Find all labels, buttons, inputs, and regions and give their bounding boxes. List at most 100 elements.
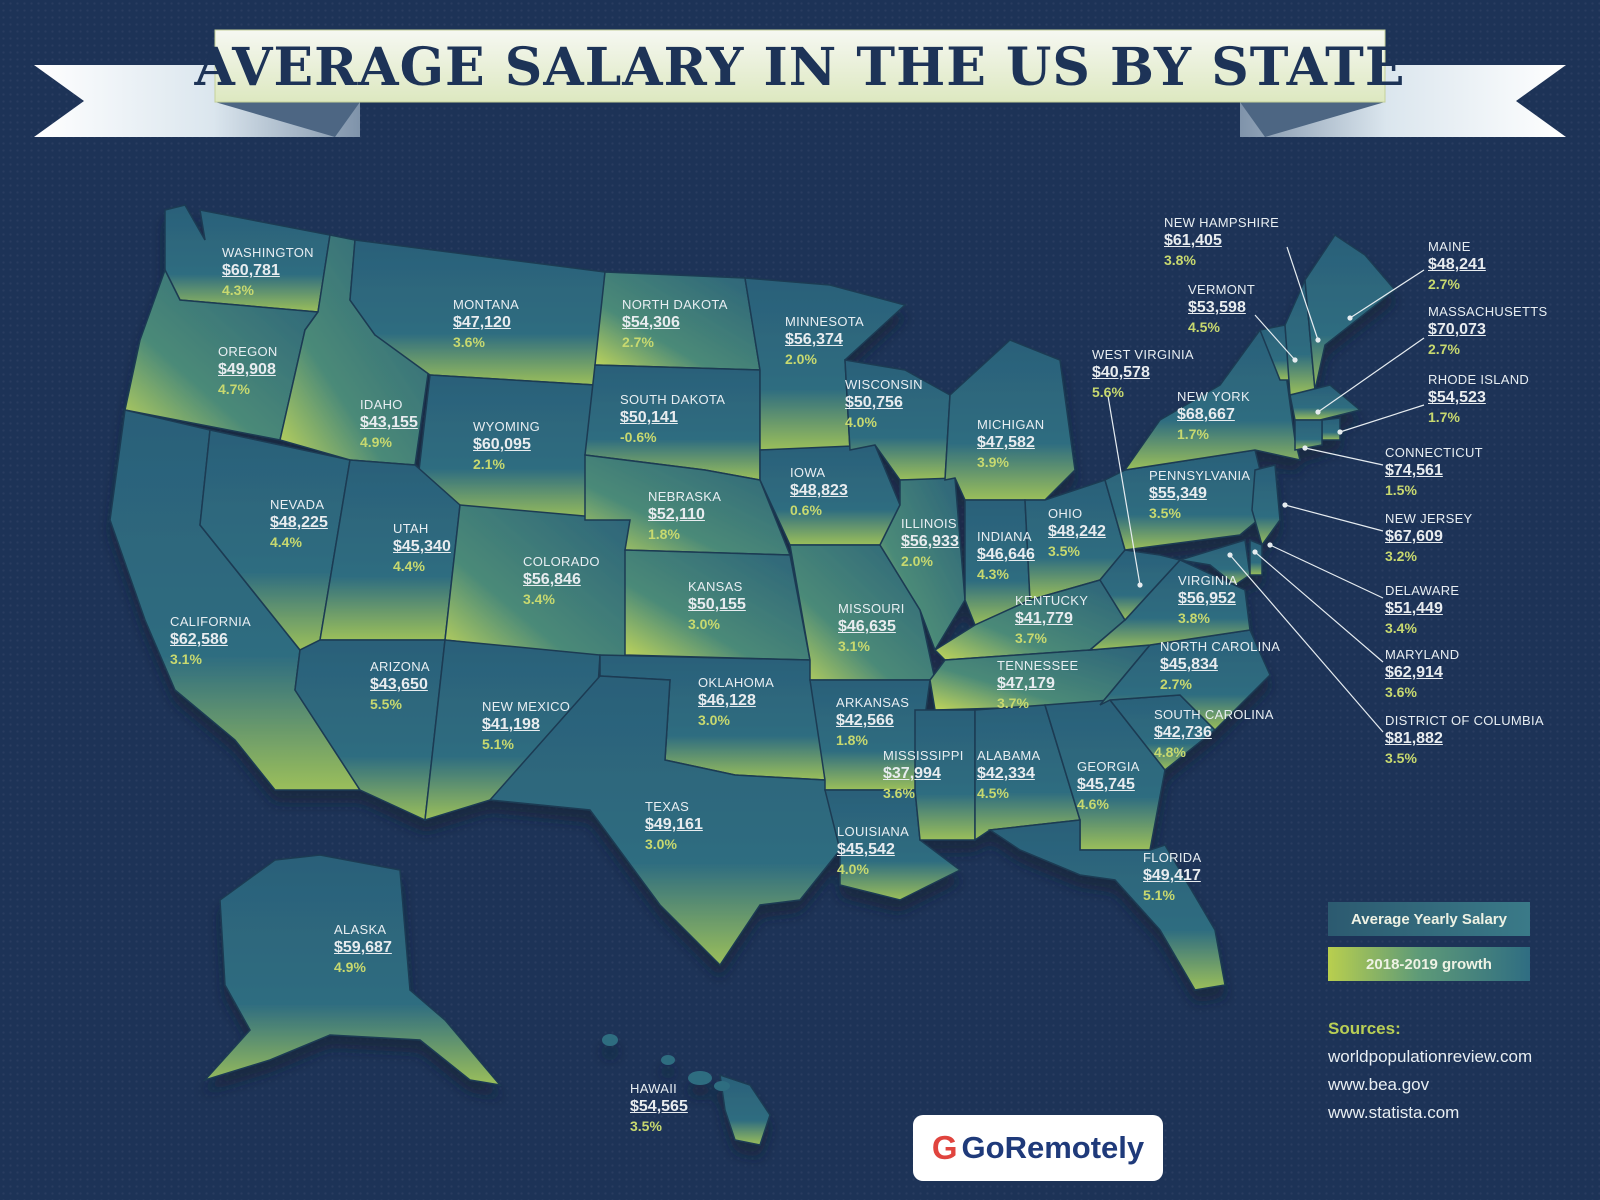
state-shape-maryland[interactable] bbox=[1179, 539, 1251, 586]
state-shape-delaware[interactable] bbox=[1249, 538, 1263, 576]
state-label-tennessee: TENNESSEE $47,179 3.7% bbox=[997, 659, 1078, 710]
state-name: MONTANA bbox=[453, 297, 520, 312]
state-growth: 4.0% bbox=[837, 861, 869, 877]
state-growth: 2.7% bbox=[1428, 341, 1460, 357]
state-label-nebraska: NEBRASKA $52,110 1.8% bbox=[648, 490, 721, 541]
state-name: ALASKA bbox=[334, 922, 387, 937]
state-name: VIRGINIA bbox=[1178, 573, 1238, 588]
state-salary: $48,225 bbox=[270, 514, 328, 531]
state-name: HAWAII bbox=[630, 1081, 678, 1096]
state-salary: $49,161 bbox=[645, 816, 703, 833]
state-name: ALABAMA bbox=[977, 748, 1041, 763]
state-shape-hawaii[interactable] bbox=[719, 1073, 771, 1146]
state-name: GEORGIA bbox=[1077, 759, 1140, 774]
state-label-wisconsin: WISCONSIN $50,756 4.0% bbox=[845, 378, 923, 429]
state-label-arizona: ARIZONA $43,650 5.5% bbox=[370, 660, 430, 711]
state-name: KANSAS bbox=[688, 579, 743, 594]
state-growth: 4.0% bbox=[845, 414, 877, 430]
leader-dot bbox=[1292, 357, 1298, 363]
state-growth: 4.7% bbox=[218, 381, 250, 397]
state-shape-alaska[interactable] bbox=[202, 854, 502, 1087]
leader-line bbox=[1284, 504, 1384, 532]
leader-line bbox=[1107, 395, 1141, 586]
state-name: ARIZONA bbox=[370, 659, 430, 674]
state-growth: 5.5% bbox=[370, 696, 402, 712]
state-label-missouri: MISSOURI $46,635 3.1% bbox=[838, 602, 905, 653]
state-shape-connecticut[interactable] bbox=[1294, 419, 1323, 451]
state-salary: $55,349 bbox=[1149, 485, 1207, 502]
goremotely-logo[interactable]: G GoRemotely bbox=[913, 1115, 1163, 1181]
state-label-kansas: KANSAS $50,155 3.0% bbox=[688, 580, 746, 631]
state-shape-massachusetts[interactable] bbox=[1289, 384, 1362, 421]
state-growth: 4.6% bbox=[1077, 796, 1109, 812]
state-growth: 2.7% bbox=[622, 334, 654, 350]
state-label-vermont: VERMONT $53,598 4.5% bbox=[1188, 283, 1255, 334]
leader-dot bbox=[1282, 502, 1288, 508]
state-growth: 3.0% bbox=[688, 616, 720, 632]
state-salary: $53,598 bbox=[1188, 299, 1246, 316]
source-link[interactable]: worldpopulationreview.com bbox=[1328, 1047, 1533, 1066]
state-growth: 4.5% bbox=[977, 785, 1009, 801]
state-name: MISSISSIPPI bbox=[883, 748, 964, 763]
leader-line bbox=[1229, 554, 1384, 733]
state-salary: $50,756 bbox=[845, 394, 903, 411]
state-growth: 0.6% bbox=[790, 502, 822, 518]
state-label-new-jersey: NEW JERSEY $67,609 3.2% bbox=[1385, 512, 1473, 563]
state-growth: 2.7% bbox=[1428, 276, 1460, 292]
leader-line bbox=[1317, 337, 1425, 413]
state-growth: 3.0% bbox=[645, 836, 677, 852]
state-growth: 3.8% bbox=[1164, 252, 1196, 268]
state-label-new-york: NEW YORK $68,667 1.7% bbox=[1177, 390, 1250, 441]
state-salary: $74,561 bbox=[1385, 462, 1443, 479]
state-shape-mississippi[interactable] bbox=[914, 709, 976, 841]
state-growth: 3.8% bbox=[1178, 610, 1210, 626]
state-salary: $45,745 bbox=[1077, 776, 1135, 793]
state-shape-maine[interactable] bbox=[1304, 233, 1397, 391]
state-label-delaware: DELAWARE $51,449 3.4% bbox=[1385, 584, 1459, 635]
state-name: OHIO bbox=[1048, 506, 1083, 521]
state-shape-florida[interactable] bbox=[987, 819, 1226, 991]
state-salary: $48,242 bbox=[1048, 523, 1106, 540]
state-growth: 2.0% bbox=[785, 351, 817, 367]
state-shape-illinois[interactable] bbox=[879, 477, 966, 652]
leader-dot bbox=[1337, 429, 1343, 435]
state-salary: $56,846 bbox=[523, 571, 581, 588]
state-growth: 3.9% bbox=[977, 454, 1009, 470]
state-label-pennsylvania: PENNSYLVANIA $55,349 3.5% bbox=[1149, 469, 1250, 520]
state-label-illinois: ILLINOIS $56,933 2.0% bbox=[901, 517, 959, 568]
state-label-indiana: INDIANA $46,646 4.3% bbox=[977, 530, 1035, 581]
state-label-north-dakota: NORTH DAKOTA $54,306 2.7% bbox=[622, 298, 728, 349]
state-salary: $40,578 bbox=[1092, 364, 1150, 381]
state-name: UTAH bbox=[393, 521, 429, 536]
state-name: WEST VIRGINIA bbox=[1092, 347, 1194, 362]
state-label-maryland: MARYLAND $62,914 3.6% bbox=[1385, 648, 1459, 699]
source-link[interactable]: www.bea.gov bbox=[1328, 1075, 1430, 1094]
state-shape-rhode-island[interactable] bbox=[1321, 417, 1341, 441]
state-growth: 4.3% bbox=[977, 566, 1009, 582]
state-shape-new-jersey[interactable] bbox=[1251, 464, 1281, 547]
state-name: LOUISIANA bbox=[837, 824, 910, 839]
state-salary: $45,834 bbox=[1160, 656, 1218, 673]
state-shape-texas[interactable] bbox=[488, 675, 841, 967]
state-label-west-virginia: WEST VIRGINIA $40,578 5.6% bbox=[1092, 348, 1194, 399]
state-salary: $46,635 bbox=[838, 618, 896, 635]
source-link[interactable]: www.statista.com bbox=[1328, 1103, 1460, 1122]
state-salary: $47,179 bbox=[997, 675, 1055, 692]
leader-dot bbox=[1315, 409, 1321, 415]
state-growth: 3.5% bbox=[1149, 505, 1181, 521]
state-salary: $68,667 bbox=[1177, 406, 1235, 423]
state-salary: $59,687 bbox=[334, 939, 392, 956]
state-name: FLORIDA bbox=[1143, 850, 1202, 865]
state-salary: $67,609 bbox=[1385, 528, 1443, 545]
state-salary: $47,120 bbox=[453, 314, 511, 331]
state-growth: 1.8% bbox=[836, 732, 868, 748]
state-label-texas: TEXAS $49,161 3.0% bbox=[645, 800, 703, 851]
state-growth: -0.6% bbox=[620, 429, 657, 445]
state-label-colorado: COLORADO $56,846 3.4% bbox=[523, 555, 600, 606]
page-title: AVERAGE SALARY IN THE US BY STATE bbox=[194, 36, 1406, 98]
state-label-oregon: OREGON $49,908 4.7% bbox=[218, 345, 278, 396]
state-salary: $46,128 bbox=[698, 692, 756, 709]
state-label-florida: FLORIDA $49,417 5.1% bbox=[1143, 851, 1201, 902]
state-label-idaho: IDAHO $43,155 4.9% bbox=[360, 398, 418, 449]
state-label-new-mexico: NEW MEXICO $41,198 5.1% bbox=[482, 700, 570, 751]
